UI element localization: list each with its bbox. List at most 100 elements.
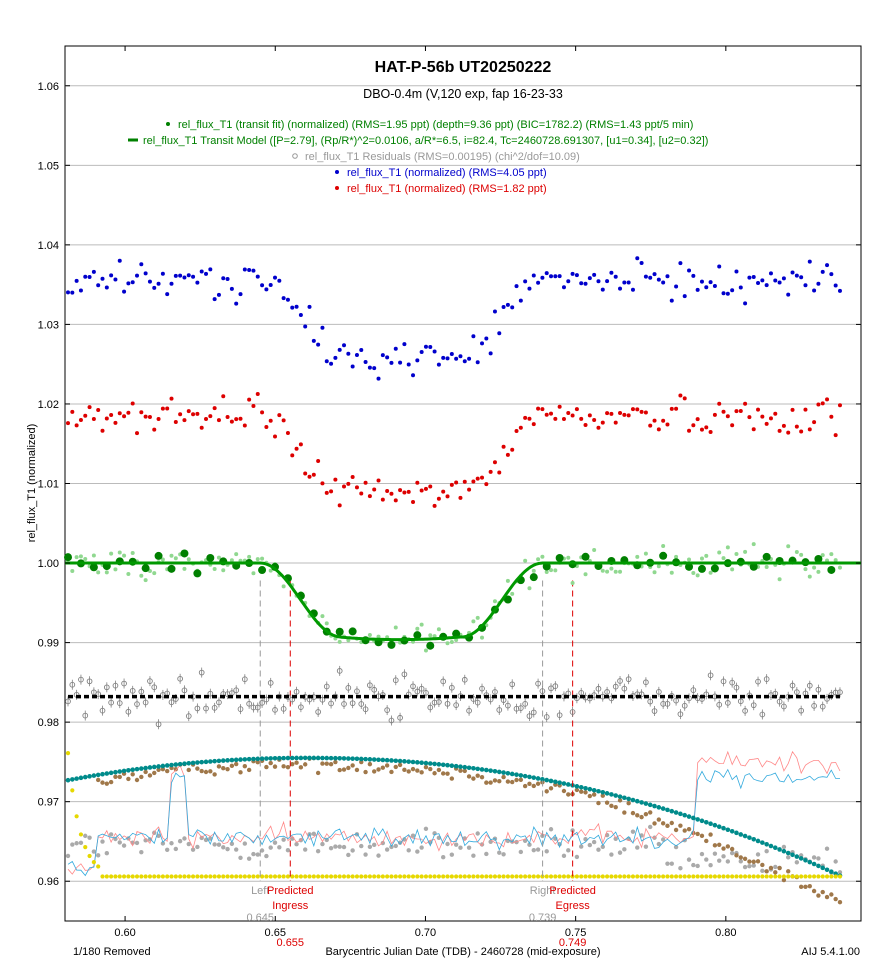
aux-gray-point: [281, 837, 286, 842]
auxiliary-series: [65, 750, 843, 905]
residual-point: [293, 688, 300, 695]
transit-raw-point: [281, 584, 286, 589]
aux-yellow-point: [531, 874, 536, 879]
aux-gray-point: [738, 859, 743, 864]
residual-point: [690, 687, 697, 693]
aux-airmass-point: [531, 775, 537, 780]
aux-airmass-point: [397, 758, 403, 764]
transit-raw-point: [799, 552, 804, 557]
blue-point: [648, 275, 653, 280]
residual-point: [185, 713, 192, 719]
marker-value: 0.739: [529, 912, 557, 924]
aux-airmass-point: [216, 758, 222, 764]
blue-point: [389, 360, 394, 365]
red-point: [630, 407, 635, 412]
blue-point: [346, 351, 351, 356]
blue-point: [182, 275, 187, 280]
red-point: [346, 481, 351, 486]
red-point: [216, 418, 221, 423]
aux-gray-point: [579, 844, 584, 849]
aux-gray-point: [445, 841, 450, 847]
residual-point: [474, 699, 481, 706]
aux-gray-point: [423, 826, 429, 831]
aux-airmass-point: [811, 861, 817, 867]
residual-point: [548, 685, 554, 692]
blue-point: [574, 273, 579, 278]
aux-brown-point: [233, 761, 239, 767]
residual-point: [552, 683, 559, 690]
transit-raw-point: [531, 568, 536, 573]
red-point: [208, 414, 213, 419]
aux-yellow-point: [359, 874, 364, 879]
aux-gray-point: [87, 835, 92, 840]
aux-brown-point: [579, 789, 584, 794]
residual-point: [798, 707, 805, 714]
aux-yellow-point: [803, 874, 808, 879]
aux-brown-point: [152, 770, 157, 776]
aux-gray-point: [294, 841, 299, 847]
aux-airmass-point: [453, 763, 459, 769]
transit-raw-point: [661, 544, 666, 549]
blue-point: [501, 305, 506, 310]
red-point: [497, 470, 502, 475]
aux-yellow-point: [229, 874, 234, 879]
aux-yellow-point: [781, 874, 787, 879]
aux-airmass-point: [182, 761, 187, 767]
red-point: [225, 414, 230, 419]
residual-point: [824, 695, 830, 702]
aux-airmass-point: [70, 777, 75, 782]
aux-yellow-point: [70, 788, 75, 793]
aux-brown-point: [635, 813, 640, 818]
aux-gray-point: [264, 853, 269, 859]
aux-yellow-point: [751, 874, 756, 879]
aux-yellow-point: [333, 874, 338, 879]
aux-gray-point: [609, 852, 614, 857]
residual-point: [142, 699, 149, 706]
aux-brown-point: [643, 811, 649, 817]
aux-gray-point: [725, 859, 731, 864]
residual-point: [125, 708, 132, 715]
aux-airmass-point: [587, 786, 593, 792]
aux-gray-point: [100, 839, 105, 844]
aux-yellow-point: [523, 874, 528, 879]
aux-airmass-point: [634, 798, 640, 804]
residual-point: [479, 685, 485, 692]
aux-brown-point: [199, 768, 204, 774]
aux-brown-point: [665, 823, 670, 829]
blue-point: [799, 275, 804, 280]
residual-point: [742, 708, 748, 714]
red-point: [260, 410, 265, 415]
aux-airmass-point: [829, 869, 834, 875]
blue-point: [626, 280, 631, 285]
red-point: [169, 396, 174, 401]
blue-point: [285, 297, 290, 302]
blue-point: [635, 256, 640, 261]
red-point: [682, 396, 687, 401]
aux-brown-point: [479, 775, 485, 780]
aux-gray-point: [729, 850, 735, 856]
aux-gray-point: [78, 840, 84, 845]
aux-airmass-point: [358, 756, 364, 762]
aux-yellow-point: [492, 874, 498, 879]
aux-yellow-point: [78, 832, 84, 837]
aux-airmass-point: [134, 766, 140, 772]
aux-yellow-point: [816, 874, 821, 879]
transit-raw-point: [449, 640, 454, 645]
aux-brown-point: [833, 896, 838, 902]
transit-raw-point: [812, 565, 817, 570]
residual-point: [643, 679, 649, 686]
red-point: [661, 418, 666, 423]
y-tick-label: 0.96: [38, 876, 59, 888]
aux-gray-point: [160, 841, 166, 846]
aux-yellow-point: [579, 874, 584, 879]
residual-point: [440, 678, 447, 685]
residual-point: [151, 684, 158, 691]
transit-raw-point: [643, 551, 648, 556]
blue-point: [837, 288, 842, 293]
residual-point: [354, 688, 360, 695]
aux-brown-point: [742, 856, 748, 861]
x-tick-label: 0.65: [265, 927, 286, 939]
aux-yellow-point: [130, 874, 135, 879]
aux-brown-point: [186, 767, 191, 773]
y-tick-label: 1.03: [38, 319, 59, 331]
